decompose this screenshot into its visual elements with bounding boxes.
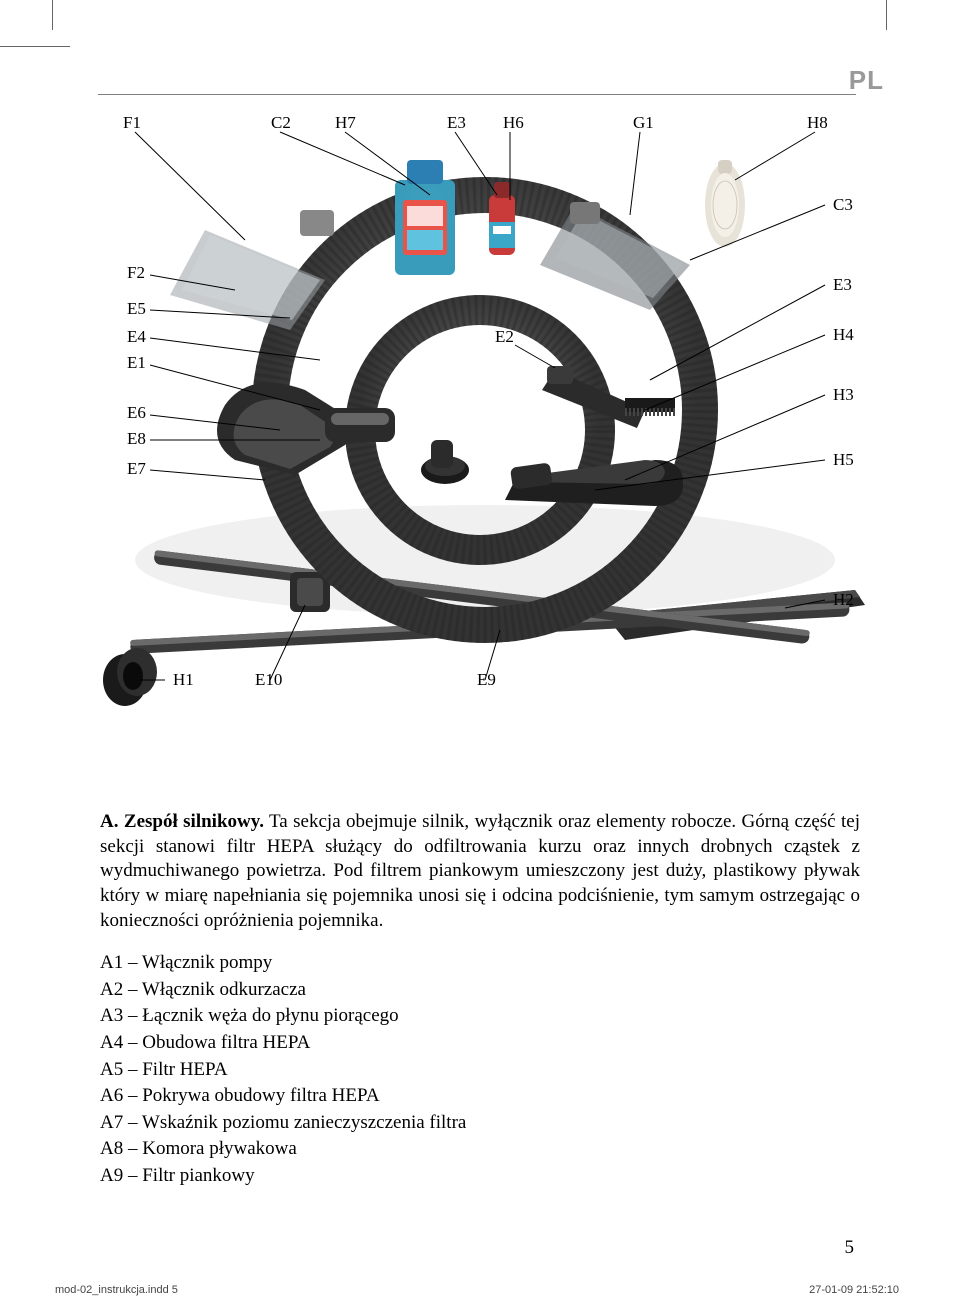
svg-text:E5: E5 bbox=[127, 299, 146, 318]
round-brush bbox=[421, 440, 469, 484]
svg-text:E4: E4 bbox=[127, 327, 146, 346]
svg-text:C2: C2 bbox=[271, 113, 291, 132]
white-bottle bbox=[705, 160, 745, 247]
svg-text:F1: F1 bbox=[123, 113, 141, 132]
svg-text:E3: E3 bbox=[833, 275, 852, 294]
list-item: A1 – Włącznik pompy bbox=[100, 950, 860, 976]
language-code: PL bbox=[849, 65, 884, 96]
svg-text:E10: E10 bbox=[255, 670, 282, 689]
svg-text:H3: H3 bbox=[833, 385, 854, 404]
svg-text:E9: E9 bbox=[477, 670, 496, 689]
svg-text:E7: E7 bbox=[127, 459, 146, 478]
list-item: A8 – Komora pływakowa bbox=[100, 1136, 860, 1162]
svg-text:H7: H7 bbox=[335, 113, 356, 132]
manual-page: PL bbox=[0, 0, 954, 1314]
svg-text:E1: E1 bbox=[127, 353, 146, 372]
list-item: A4 – Obudowa filtra HEPA bbox=[100, 1030, 860, 1056]
svg-text:H1: H1 bbox=[173, 670, 194, 689]
list-item: A9 – Filtr piankowy bbox=[100, 1163, 860, 1189]
svg-text:G1: G1 bbox=[633, 113, 654, 132]
svg-text:F2: F2 bbox=[127, 263, 145, 282]
list-item: A6 – Pokrywa obudowy filtra HEPA bbox=[100, 1083, 860, 1109]
crop-mark bbox=[886, 0, 887, 30]
list-item: A7 – Wskaźnik poziomu zanieczyszczenia f… bbox=[100, 1110, 860, 1136]
svg-text:H2: H2 bbox=[833, 590, 854, 609]
svg-text:H6: H6 bbox=[503, 113, 524, 132]
parts-diagram: F1 C2 H7 E3 H6 G1 H8 C3 E3 H4 H3 H5 H2 F… bbox=[85, 110, 869, 730]
svg-text:E3: E3 bbox=[447, 113, 466, 132]
list-item: A5 – Filtr HEPA bbox=[100, 1057, 860, 1083]
svg-text:H8: H8 bbox=[807, 113, 828, 132]
list-item: A3 – Łącznik węża do płynu piorącego bbox=[100, 1003, 860, 1029]
clamp-part bbox=[103, 648, 157, 706]
list-item: A2 – Włącznik odkurzacza bbox=[100, 977, 860, 1003]
footer: mod-02_instrukcja.indd 5 27-01-09 21:52:… bbox=[55, 1284, 899, 1296]
section-paragraph: A. Zespół silnikowy. Ta sekcja obejmuje … bbox=[100, 810, 860, 933]
svg-text:E8: E8 bbox=[127, 429, 146, 448]
header-rule bbox=[98, 94, 856, 95]
detergent-bottle bbox=[395, 160, 455, 275]
parts-list: A1 – Włącznik pompy A2 – Włącznik odkurz… bbox=[100, 950, 860, 1190]
svg-text:H4: H4 bbox=[833, 325, 854, 344]
footer-right: 27-01-09 21:52:10 bbox=[809, 1284, 899, 1296]
section-heading: A. Zespół silnikowy. bbox=[100, 811, 264, 832]
page-number: 5 bbox=[845, 1237, 855, 1259]
crop-mark bbox=[52, 0, 53, 30]
crop-mark bbox=[0, 46, 70, 47]
svg-text:H5: H5 bbox=[833, 450, 854, 469]
svg-text:E6: E6 bbox=[127, 403, 146, 422]
svg-text:C3: C3 bbox=[833, 195, 853, 214]
svg-text:E2: E2 bbox=[495, 327, 514, 346]
footer-left: mod-02_instrukcja.indd 5 bbox=[55, 1284, 178, 1296]
